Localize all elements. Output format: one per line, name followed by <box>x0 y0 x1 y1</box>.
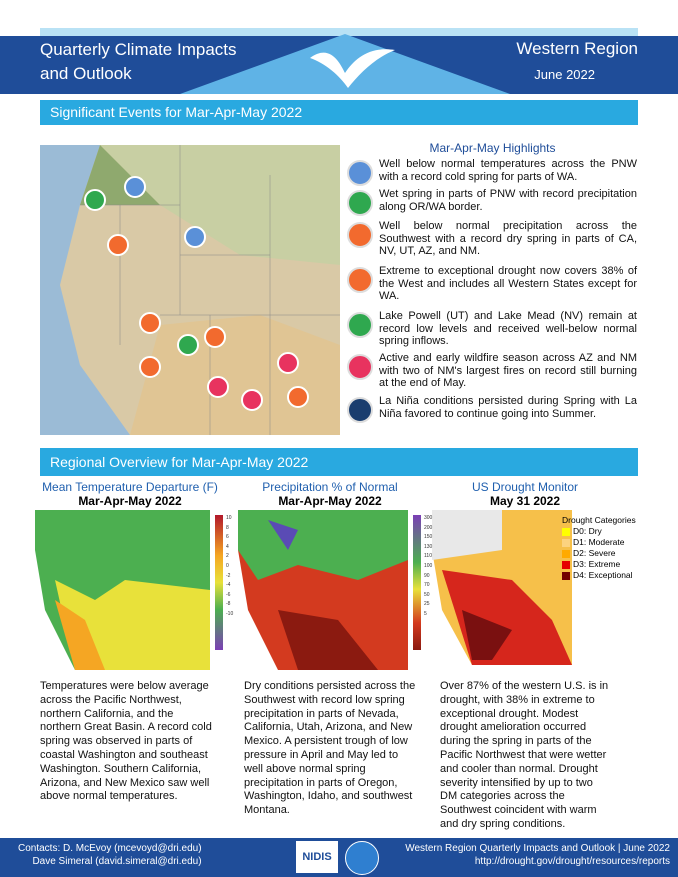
footer-link: http://drought.gov/drought/resources/rep… <box>474 856 670 867</box>
highlight-text: Active and early wildfire season across … <box>379 352 637 389</box>
header-date: June 2022 <box>534 67 595 82</box>
panel-title: Precipitation % of Normal <box>262 480 398 494</box>
colorbar-label: 10 <box>226 515 232 521</box>
highlight-text: Well below normal precipitation across t… <box>379 220 637 257</box>
highlight-text: Wet spring in parts of PNW with record p… <box>379 188 637 213</box>
colorbar-label: 300 <box>424 515 433 521</box>
panel-title: Mean Temperature Departure (F) <box>42 480 218 494</box>
panel-subtitle: May 31 2022 <box>489 494 561 508</box>
noaa-logo <box>345 841 379 875</box>
footer-right: Western Region Quarterly Impacts and Out… <box>405 842 670 868</box>
colorbar-scale: 10 8 6 4 2 0 -2 -4 -6 -8 -10 <box>226 514 233 620</box>
colorbar-label: 110 <box>424 553 432 560</box>
footer: Contacts: D. McEvoy (mcevoyd@dri.edu) Dav… <box>0 838 678 877</box>
legend-label: D4: Exceptional <box>573 570 633 580</box>
highlight-icon <box>347 267 373 293</box>
contact: Contacts: D. McEvoy (mcevoyd@dri.edu) <box>18 843 202 854</box>
colorbar-label: 70 <box>424 582 430 589</box>
colorbar-label: 5 <box>424 610 427 617</box>
colorbar-label: 6 <box>226 534 229 541</box>
highlights-title: Mar-Apr-May Highlights <box>429 141 556 155</box>
footer-text: Western Region Quarterly Impacts and Out… <box>405 843 670 854</box>
colorbar-label: 50 <box>424 591 430 598</box>
precip-map <box>238 510 421 670</box>
highlight-icon <box>347 312 373 338</box>
highlight-text: Extreme to exceptional drought now cover… <box>379 265 637 302</box>
colorbar-label: 130 <box>424 543 433 550</box>
highlight-text: La Niña conditions persisted during Spri… <box>379 395 637 420</box>
colorbar-label: 4 <box>226 543 229 550</box>
panel-subtitle: Mar-Apr-May 2022 <box>278 494 382 508</box>
colorbar-label: 200 <box>424 524 433 531</box>
highlight-icon <box>347 160 373 186</box>
colorbar-label: 90 <box>424 572 430 579</box>
colorbar-label: 100 <box>424 562 433 569</box>
panel-text: Dry conditions persisted across the Sout… <box>244 680 416 817</box>
drought-map <box>432 510 572 665</box>
title-line: and Outlook <box>40 64 132 83</box>
colorbar-label: 8 <box>226 524 229 531</box>
header-region: Western Region <box>516 39 638 58</box>
contact: Dave Simeral (david.simeral@dri.edu) <box>32 856 202 867</box>
legend-item: D0: Dry <box>562 526 636 537</box>
legend-item: D2: Severe <box>562 548 636 559</box>
legend-swatch <box>562 560 570 569</box>
panel-title: US Drought Monitor <box>471 480 579 494</box>
colorbar-label: 0 <box>226 562 229 569</box>
legend-item: D4: Exceptional <box>562 570 636 581</box>
colorbar-label: -6 <box>226 591 231 598</box>
panel-subtitle: Mar-Apr-May 2022 <box>78 494 182 508</box>
panel-text: Over 87% of the western U.S. is in droug… <box>440 680 609 830</box>
legend-label: D3: Extreme <box>573 559 621 569</box>
panel-text: Temperatures were below average across t… <box>40 680 212 803</box>
legend-swatch <box>562 571 570 580</box>
events-map <box>40 145 340 435</box>
highlight-text: Lake Powell (UT) and Lake Mead (NV) rema… <box>379 310 637 347</box>
legend-label: D2: Severe <box>573 548 616 558</box>
header: Quarterly Climate Impacts and Outlook Wes… <box>0 34 678 94</box>
highlight: Active and early wildfire season across … <box>345 352 640 392</box>
header-title: Quarterly Climate Impacts and Outlook <box>40 38 237 86</box>
top-strip <box>40 28 638 36</box>
contacts: Contacts: D. McEvoy (mcevoyd@dri.edu) Dav… <box>18 842 202 868</box>
highlight: Lake Powell (UT) and Lake Mead (NV) rema… <box>345 310 640 350</box>
highlight-text: Well below normal temperatures across th… <box>379 158 637 183</box>
colorbar-label: -4 <box>226 582 231 589</box>
highlight: Well below normal temperatures across th… <box>345 158 640 198</box>
colorbar-label: 2 <box>226 553 229 560</box>
highlight: Extreme to exceptional drought now cover… <box>345 265 640 305</box>
legend-swatch <box>562 549 570 558</box>
highlight: Wet spring in parts of PNW with record p… <box>345 188 640 228</box>
section-title: Significant Events for Mar-Apr-May 2022 <box>40 100 638 125</box>
section-title: Regional Overview for Mar-Apr-May 2022 <box>40 448 638 476</box>
header-logo <box>180 34 510 94</box>
colorbar-scale: 300 200 150 130 110 100 90 70 50 25 5 <box>424 514 432 620</box>
legend-item: D3: Extreme <box>562 559 636 570</box>
title-line: Quarterly Climate Impacts <box>40 40 237 59</box>
colorbar-label: -10 <box>226 610 234 617</box>
temp-map <box>35 510 223 670</box>
colorbar-label: -2 <box>226 572 231 579</box>
colorbar-label: 150 <box>424 534 433 541</box>
drought-legend: Drought Categories D0: Dry D1: Moderate D2… <box>562 515 636 581</box>
highlight-icon <box>347 190 373 216</box>
legend-swatch <box>562 538 570 547</box>
legend-swatch <box>562 527 570 536</box>
legend-label: D1: Moderate <box>573 537 625 547</box>
highlight-icon <box>347 397 373 423</box>
nidis-logo: NIDIS <box>296 841 338 873</box>
legend-item: D1: Moderate <box>562 537 636 548</box>
highlight-icon <box>347 222 373 248</box>
colorbar-label: -8 <box>226 601 231 608</box>
highlight: La Niña conditions persisted during Spri… <box>345 395 640 435</box>
legend-title: Drought Categories <box>562 515 636 525</box>
highlight: Well below normal precipitation across t… <box>345 220 640 260</box>
colorbar-label: 25 <box>424 601 430 608</box>
highlight-icon <box>347 354 373 380</box>
legend-label: D0: Dry <box>573 526 602 536</box>
